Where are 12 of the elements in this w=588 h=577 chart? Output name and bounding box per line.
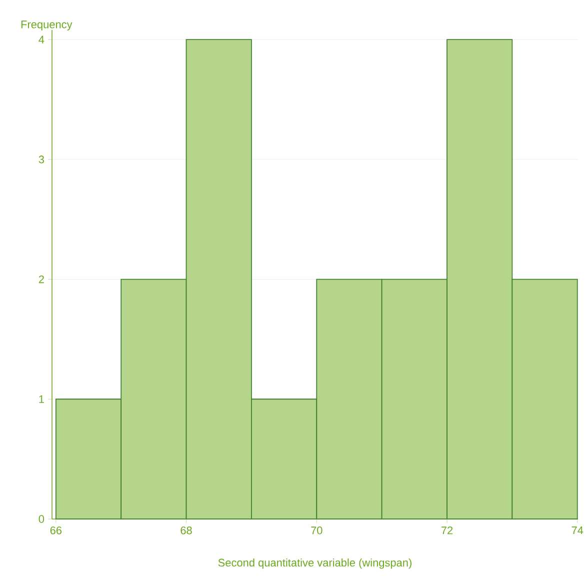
y-axis-title: Frequency [21,20,72,30]
y-tick-label: 0 [38,515,44,523]
x-tick-label: 72 [441,526,453,534]
y-tick-label: 4 [38,36,44,44]
x-tick-label: 68 [180,526,192,534]
x-tick-label: 66 [50,526,62,534]
y-tick-label: 3 [38,156,44,164]
y-tick-label: 1 [39,395,44,403]
x-tick-label: 74 [572,526,584,534]
y-tick-label: 2 [38,275,44,284]
x-tick-label: 70 [311,526,322,534]
x-axis-title: Second quantitative variable (wingspan) [218,558,412,569]
